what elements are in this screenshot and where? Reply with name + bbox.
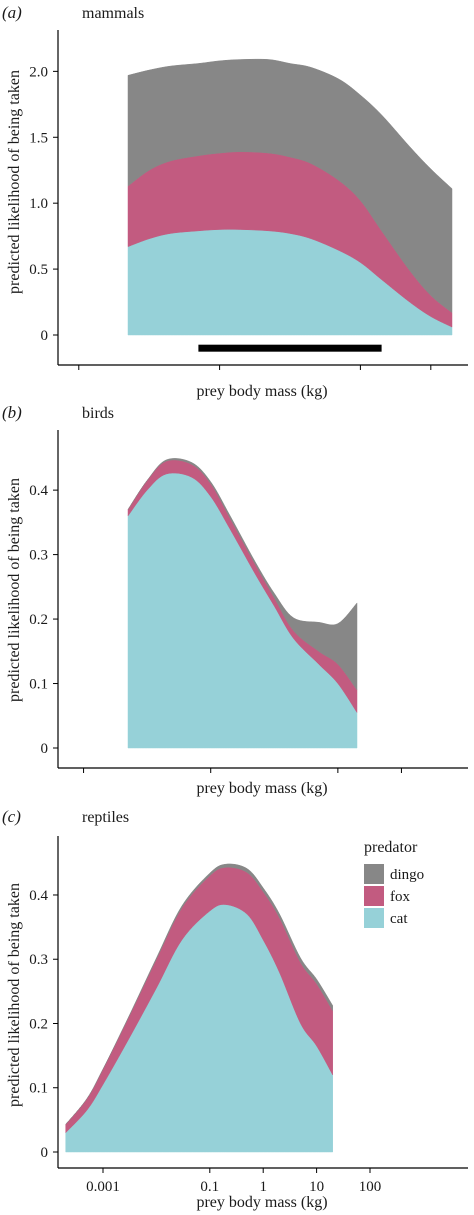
y-tick-label: 0.2 [29,612,48,628]
legend-label-cat: cat [390,911,408,927]
panel-title: mammals [82,5,144,22]
area-cat [127,472,358,749]
y-axis-title: predicted likelihood of being taken [6,883,23,1107]
x-tick-label: 1 [259,1179,267,1195]
legend-label-fox: fox [390,889,410,905]
y-tick-label: 0.5 [29,262,48,278]
y-tick-label: 0 [41,1145,49,1161]
x-axis-title: prey body mass (kg) [196,780,327,797]
x-axis-title: prey body mass (kg) [196,1194,327,1211]
x-tick-label: 0.1 [200,1179,219,1195]
y-tick-label: 1.5 [29,130,48,146]
y-tick-label: 0.1 [29,677,48,693]
y-tick-label: 0.3 [29,548,48,564]
y-tick-label: 0.4 [29,483,48,499]
area-dingo [127,458,358,691]
y-tick-label: 0 [41,741,49,757]
y-tick-label: 1.0 [29,196,48,212]
y-tick-label: 0.4 [29,888,48,904]
y-axis-title: predicted likelihood of being taken [6,70,23,294]
legend-title: predator [364,839,418,856]
panel-title: reptiles [82,809,129,826]
legend-label-dingo: dingo [390,867,424,883]
y-tick-label: 0.2 [29,1016,48,1032]
panel-title: birds [82,405,114,422]
y-tick-label: 0 [41,328,49,344]
legend-swatch-dingo [364,864,384,884]
area-dingo [65,863,333,1125]
panel-label: (a) [2,3,22,22]
x-tick-label: 100 [359,1179,382,1195]
y-tick-label: 2.0 [29,64,48,80]
x-axis-title: prey body mass (kg) [196,383,327,400]
y-axis-title: predicted likelihood of being taken [6,478,23,702]
panel-label: (c) [2,807,21,826]
area-dingo [127,58,453,314]
legend-swatch-fox [364,886,384,906]
panel-mammals: 0 0.5 1.0 1.5 2.0 (a) mammals prey body mass (k… [2,3,468,400]
y-tick-label: 0.1 [29,1081,48,1097]
x-tick-label: 0.001 [86,1179,120,1195]
panel-label: (b) [2,403,22,422]
y-tick-label: 0.3 [29,952,48,968]
legend: predator dingo fox cat [364,839,424,928]
panel-reptiles: 0 0.1 0.2 0.3 0.4 0.001 0.1 1 10 100 (c) reptiles pr… [2,807,468,1211]
body-mass-range-bar [198,344,382,352]
legend-swatch-cat [364,908,384,928]
panel-birds: 0 0.1 0.2 0.3 0.4 (b) birds prey body mass (kg)… [2,403,468,797]
x-tick-label: 10 [309,1179,324,1195]
